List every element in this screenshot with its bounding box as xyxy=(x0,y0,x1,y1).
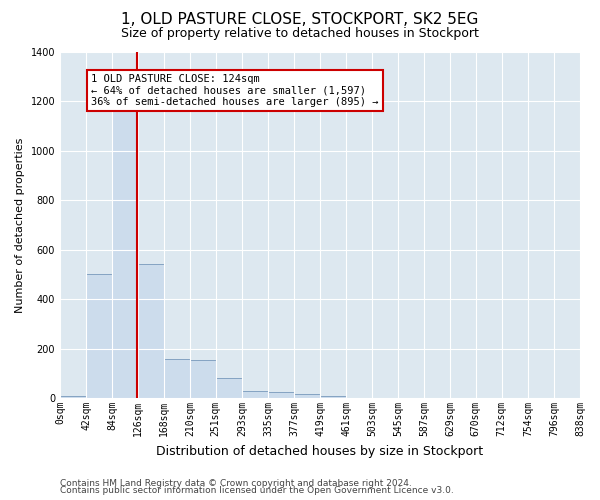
Bar xyxy=(112,104,138,398)
Bar xyxy=(320,396,346,398)
Bar xyxy=(242,390,268,398)
Bar xyxy=(294,394,320,398)
X-axis label: Distribution of detached houses by size in Stockport: Distribution of detached houses by size … xyxy=(157,444,484,458)
Bar xyxy=(138,264,164,398)
Text: Contains public sector information licensed under the Open Government Licence v3: Contains public sector information licen… xyxy=(60,486,454,495)
Text: 1 OLD PASTURE CLOSE: 124sqm
← 64% of detached houses are smaller (1,597)
36% of : 1 OLD PASTURE CLOSE: 124sqm ← 64% of det… xyxy=(91,74,379,107)
Bar xyxy=(190,360,216,398)
Bar xyxy=(268,392,294,398)
Text: Size of property relative to detached houses in Stockport: Size of property relative to detached ho… xyxy=(121,28,479,40)
Bar xyxy=(86,274,112,398)
Y-axis label: Number of detached properties: Number of detached properties xyxy=(15,137,25,312)
Bar xyxy=(164,358,190,398)
Bar xyxy=(60,396,86,398)
Text: Contains HM Land Registry data © Crown copyright and database right 2024.: Contains HM Land Registry data © Crown c… xyxy=(60,478,412,488)
Bar xyxy=(216,378,242,398)
Text: 1, OLD PASTURE CLOSE, STOCKPORT, SK2 5EG: 1, OLD PASTURE CLOSE, STOCKPORT, SK2 5EG xyxy=(121,12,479,28)
